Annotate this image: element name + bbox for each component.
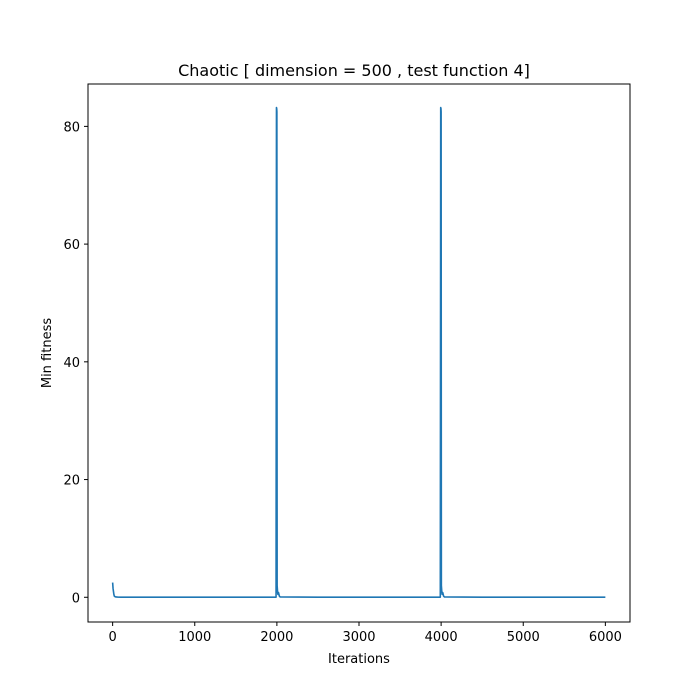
y-tick-label: 60: [63, 238, 80, 253]
x-tick-label: 3000: [342, 630, 375, 645]
chart-title: Chaotic [ dimension = 500 , test functio…: [178, 61, 530, 80]
y-tick-label: 80: [63, 120, 80, 135]
series-line-0: [111, 106, 606, 598]
x-tick-label: 5000: [507, 630, 540, 645]
y-axis-title: Min fitness: [40, 318, 55, 388]
y-tick-label: 0: [72, 591, 80, 606]
x-tick-label: 6000: [589, 630, 622, 645]
axes: 0 1000 2000 3000 4000 5000 6000 0 20 40 60 80: [63, 120, 621, 645]
x-tick-label: 4000: [425, 630, 458, 645]
y-tick-label: 40: [63, 356, 80, 371]
x-tick-label: 2000: [260, 630, 293, 645]
plot-area: [111, 106, 606, 598]
x-tick-label: 0: [108, 630, 116, 645]
x-tick-label: 1000: [178, 630, 211, 645]
x-axis-title: Iterations: [328, 652, 390, 667]
y-tick-label: 20: [63, 474, 80, 489]
